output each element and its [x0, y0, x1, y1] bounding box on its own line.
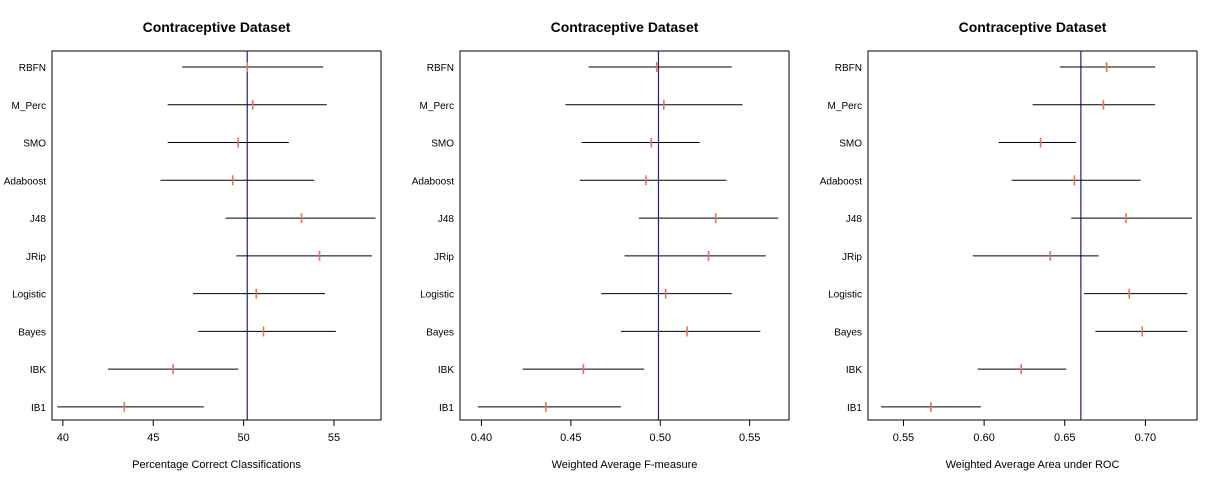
x-tick-label: 40	[57, 432, 69, 444]
category-label: Logistic	[828, 290, 862, 301]
category-label: RBFN	[427, 63, 454, 74]
category-label: J48	[438, 214, 455, 225]
plot-frame	[459, 50, 790, 421]
chart-panel-3: Contraceptive Dataset RBFN M_Perc SMO Adaboo…	[820, 19, 1198, 471]
x-tick-label: 0.50	[650, 432, 671, 444]
chart-title: Contraceptive Dataset	[143, 19, 291, 35]
category-label: RBFN	[19, 63, 46, 74]
category-label: M_Perc	[420, 101, 454, 112]
category-label: IB1	[439, 403, 454, 414]
plot-frame	[867, 50, 1198, 421]
x-tick-label: 0.40	[471, 432, 492, 444]
category-label: Adaboost	[820, 176, 862, 187]
category-label: SMO	[431, 139, 454, 150]
chart-title: Contraceptive Dataset	[959, 19, 1107, 35]
x-tick-label: 0.55	[893, 432, 914, 444]
category-label: IBK	[30, 365, 46, 376]
category-label: Adaboost	[412, 176, 454, 187]
category-label: Adaboost	[4, 176, 46, 187]
category-label: Bayes	[18, 327, 46, 338]
category-label: Bayes	[834, 327, 862, 338]
x-tick-label: 0.65	[1054, 432, 1075, 444]
category-label: J48	[846, 214, 863, 225]
x-tick-label: 50	[237, 432, 249, 444]
category-label: Logistic	[420, 290, 454, 301]
category-label: RBFN	[835, 63, 862, 74]
category-label: M_Perc	[12, 101, 46, 112]
x-tick-label: 0.55	[739, 432, 760, 444]
category-label: IB1	[847, 403, 862, 414]
chart-title: Contraceptive Dataset	[551, 19, 699, 35]
x-tick-label: 0.60	[973, 432, 994, 444]
chart-panel-2: Contraceptive Dataset RBFN M_Perc SMO Adaboo…	[412, 19, 790, 471]
x-tick-label: 55	[328, 432, 340, 444]
category-label: IB1	[31, 403, 46, 414]
x-axis-label: Percentage Correct Classifications	[132, 459, 301, 471]
x-tick-label: 0.45	[560, 432, 581, 444]
category-label: JRip	[434, 252, 454, 263]
plot-frame	[51, 50, 382, 421]
category-label: JRip	[26, 252, 46, 263]
category-label: IBK	[846, 365, 862, 376]
category-label: SMO	[839, 139, 862, 150]
category-label: IBK	[438, 365, 454, 376]
x-axis-label: Weighted Average Area under ROC	[946, 459, 1120, 471]
x-tick-label: 45	[147, 432, 159, 444]
chart-panel-1: Contraceptive Dataset RBFN M_Perc SMO Adaboo…	[4, 19, 382, 471]
x-axis-label: Weighted Average F-measure	[552, 459, 698, 471]
x-tick-label: 0.70	[1135, 432, 1156, 444]
category-label: JRip	[842, 252, 862, 263]
category-label: Logistic	[12, 290, 46, 301]
category-label: J48	[30, 214, 47, 225]
category-label: SMO	[23, 139, 46, 150]
category-label: M_Perc	[828, 101, 862, 112]
category-label: Bayes	[426, 327, 454, 338]
